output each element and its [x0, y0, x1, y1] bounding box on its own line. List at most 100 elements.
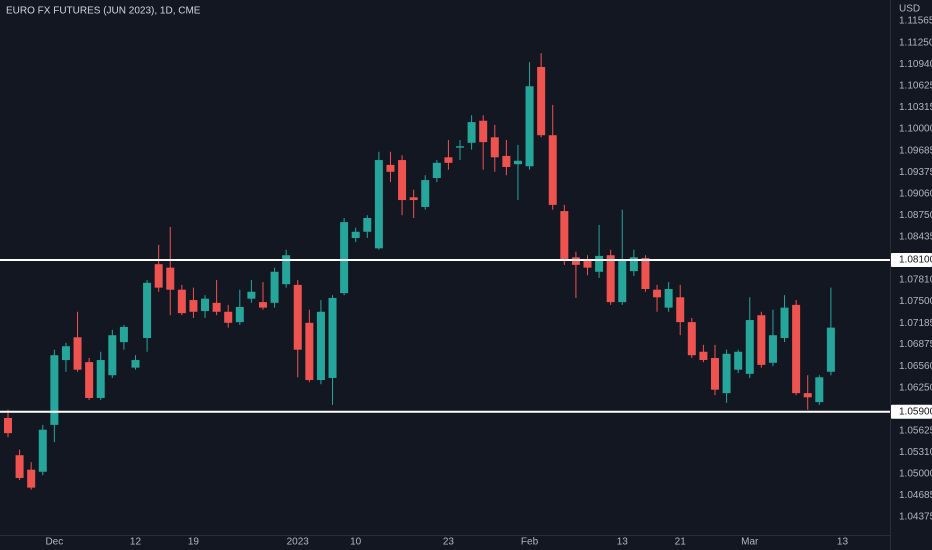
candle-body: [571, 257, 580, 265]
x-tick-label: Dec: [45, 537, 63, 548]
x-tick-label: Feb: [521, 537, 539, 548]
candle-body: [815, 377, 824, 403]
x-tick-label: Mar: [741, 537, 759, 548]
price-label: 1.05900: [899, 406, 932, 417]
candle-body: [4, 417, 12, 434]
y-tick-label: 1.11250: [899, 37, 932, 48]
candle-body: [177, 289, 186, 314]
candle-body: [224, 311, 233, 323]
y-tick-label: 1.08435: [899, 232, 932, 243]
candle-body: [374, 160, 383, 249]
candle-body: [166, 267, 175, 290]
candle-body: [61, 346, 70, 361]
y-tick-label: 1.07810: [899, 275, 932, 286]
y-tick-label: 1.09685: [899, 145, 932, 156]
candle-body: [606, 255, 615, 303]
candle-body: [305, 322, 314, 381]
candle-body: [687, 322, 696, 356]
y-tick-label: 1.10000: [899, 124, 932, 135]
x-tick-label: 21: [675, 537, 687, 548]
candle-body: [537, 66, 546, 136]
candle-body: [282, 255, 291, 285]
candle-body: [235, 306, 244, 323]
candle-body: [27, 469, 36, 488]
candle-body: [96, 360, 105, 398]
x-tick-label: 19: [188, 537, 200, 548]
y-tick-label: 1.10940: [899, 59, 932, 70]
candle-body: [780, 307, 789, 338]
candle-body: [653, 289, 662, 298]
candle-body: [456, 146, 465, 148]
candle-body: [710, 357, 719, 390]
price-label: 1.08100: [899, 255, 932, 266]
candle-body: [595, 255, 604, 272]
candle-body: [85, 362, 94, 398]
candle-body: [38, 429, 47, 472]
candle-body: [792, 304, 801, 394]
candle-body: [131, 360, 140, 368]
candle-body: [734, 351, 743, 370]
candle-body: [664, 289, 673, 308]
candle-body: [467, 122, 476, 143]
y-tick-label: 1.06250: [899, 382, 932, 393]
candle-body: [293, 284, 302, 350]
candle-body: [676, 297, 685, 323]
candle-body: [328, 297, 337, 378]
y-tick-label: 1.09375: [899, 167, 932, 178]
candle-body: [189, 300, 198, 312]
y-tick-label: 1.07500: [899, 296, 932, 307]
candle-body: [803, 393, 812, 398]
candle-body: [479, 120, 488, 143]
chart-title: EURO FX FUTURES (JUN 2023), 1D, CME: [6, 6, 201, 17]
candle-body: [490, 137, 499, 158]
x-tick-label: 10: [350, 537, 362, 548]
candle-body: [757, 315, 766, 365]
candle-body: [768, 335, 777, 363]
candle-body: [316, 311, 325, 381]
candle-body: [525, 86, 534, 167]
y-tick-label: 1.05310: [899, 447, 932, 458]
y-tick-label: 1.07185: [899, 318, 932, 329]
y-tick-label: 1.05000: [899, 468, 932, 479]
candle-body: [502, 155, 511, 167]
candle-body: [247, 291, 256, 299]
candle-body: [154, 264, 163, 288]
candle-body: [15, 455, 24, 478]
candle-body: [548, 135, 557, 205]
x-tick-label: 13: [617, 537, 629, 548]
price-label-box: [891, 253, 932, 268]
y-tick-label: 1.09060: [899, 188, 932, 199]
candle-body: [444, 157, 453, 163]
y-tick-label: 1.06875: [899, 339, 932, 350]
x-tick-label: 13: [837, 537, 849, 548]
candle-body: [398, 160, 407, 201]
candle-body: [108, 335, 117, 376]
candle-body: [119, 326, 128, 343]
candle-body: [201, 298, 210, 312]
y-tick-label: 1.10315: [899, 102, 932, 113]
candle-body: [432, 162, 441, 178]
y-tick-label: 1.04685: [899, 490, 932, 501]
candle-body: [409, 197, 418, 201]
y-tick-label: 1.05625: [899, 425, 932, 436]
y-tick-label: 1.04375: [899, 512, 932, 523]
y-tick-label: 1.08750: [899, 210, 932, 221]
candle-body: [270, 271, 279, 303]
candle-body: [583, 260, 592, 268]
candle-body: [722, 353, 731, 394]
candle-body: [560, 211, 569, 261]
candle-body: [641, 257, 650, 290]
candle-body: [212, 302, 221, 312]
candle-body: [386, 164, 395, 172]
x-tick-label: 2023: [287, 537, 310, 548]
candle-body: [421, 180, 430, 207]
candle-body: [826, 327, 835, 372]
candle-body: [699, 351, 708, 361]
candle-body: [351, 231, 360, 238]
candle-body: [513, 160, 522, 165]
candle-body: [73, 337, 82, 370]
y-tick-label: 1.10625: [899, 81, 932, 92]
